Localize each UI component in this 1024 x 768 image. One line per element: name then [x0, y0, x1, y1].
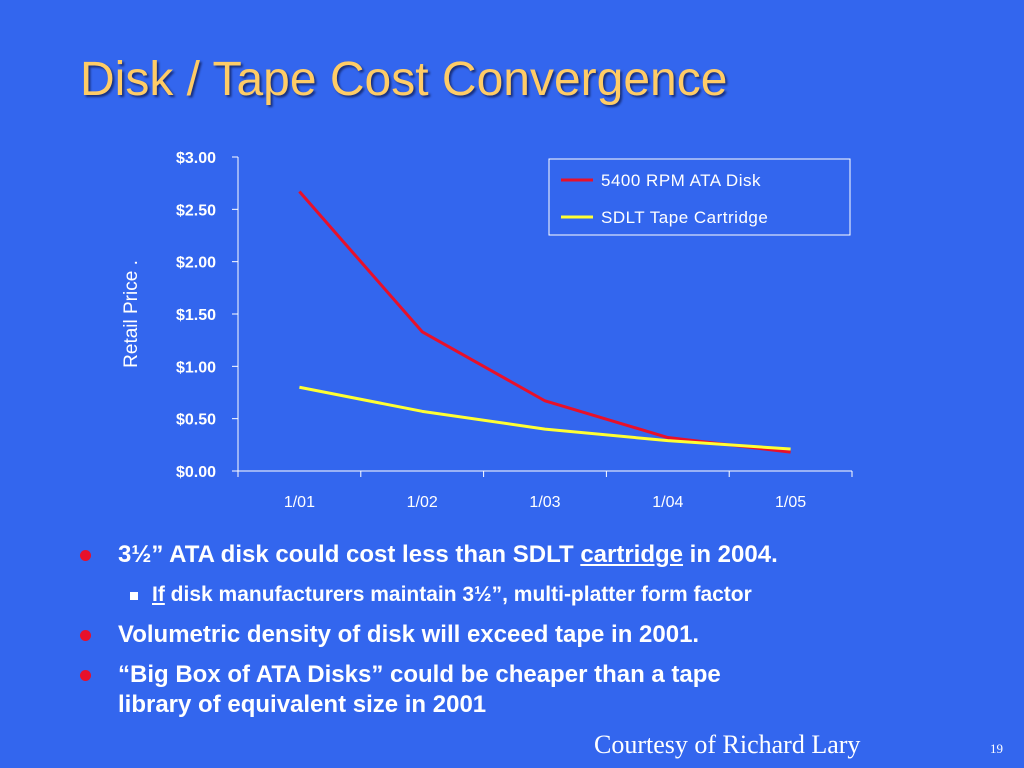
bullet-text-part: If: [152, 583, 165, 606]
x-tick-label: 1/01: [284, 494, 315, 511]
page-number: 19: [990, 741, 1003, 756]
bullet-text: Volumetric density of disk will exceed t…: [118, 620, 699, 650]
y-tick-label: $2.50: [176, 202, 216, 219]
y-tick-label: $1.00: [176, 359, 216, 376]
bullet-square-icon: [130, 592, 138, 600]
bullet-text: If disk manufacturers maintain 3½”, mult…: [152, 583, 752, 607]
x-tick-label: 1/03: [529, 494, 560, 511]
bullet-text-line: “Big Box of ATA Disks” could be cheaper …: [118, 661, 721, 688]
legend-label-tape: SDLT Tape Cartridge: [601, 208, 768, 227]
series-line-disk: [298, 190, 791, 454]
legend-label-disk: 5400 RPM ATA Disk: [601, 171, 761, 190]
bullet-text-part: cartridge: [580, 541, 684, 568]
bullet-text-part: in 2004.: [683, 541, 778, 568]
x-tick-label: 1/04: [652, 494, 683, 511]
bullet-dot-icon: [80, 670, 91, 681]
bullet-text-part: Volumetric density of disk will exceed t…: [118, 621, 700, 648]
bullet-text-line: library of equivalent size in 2001: [118, 691, 487, 718]
y-tick-label: $0.50: [176, 412, 216, 429]
legend-box: [548, 158, 851, 236]
credit-text: Courtesy of Richard Lary: [594, 730, 861, 759]
bullet-text-part: 3½” ATA disk could cost less than SDLT: [118, 541, 581, 568]
bullet-dot-icon: [80, 550, 91, 561]
slide-title: Disk / Tape Cost Convergence: [80, 53, 728, 106]
bullet-dot-icon: [80, 630, 91, 641]
bullet-text: “Big Box of ATA Disks” could be cheaper …: [118, 660, 721, 720]
y-axis-label: Retail Price .: [121, 260, 142, 368]
bullet-text-part: disk manufacturers maintain 3½”, multi-p…: [164, 583, 752, 606]
bullet-text: 3½” ATA disk could cost less than SDLT c…: [118, 540, 778, 570]
x-tick-label: 1/02: [407, 494, 438, 511]
y-tick-label: $2.00: [176, 255, 216, 272]
x-tick-label: 1/05: [775, 494, 806, 511]
y-tick-label: $0.00: [176, 464, 216, 481]
y-tick-label: $3.00: [176, 150, 216, 167]
series-line-tape: [299, 385, 791, 451]
y-tick-label: $1.50: [176, 307, 216, 324]
